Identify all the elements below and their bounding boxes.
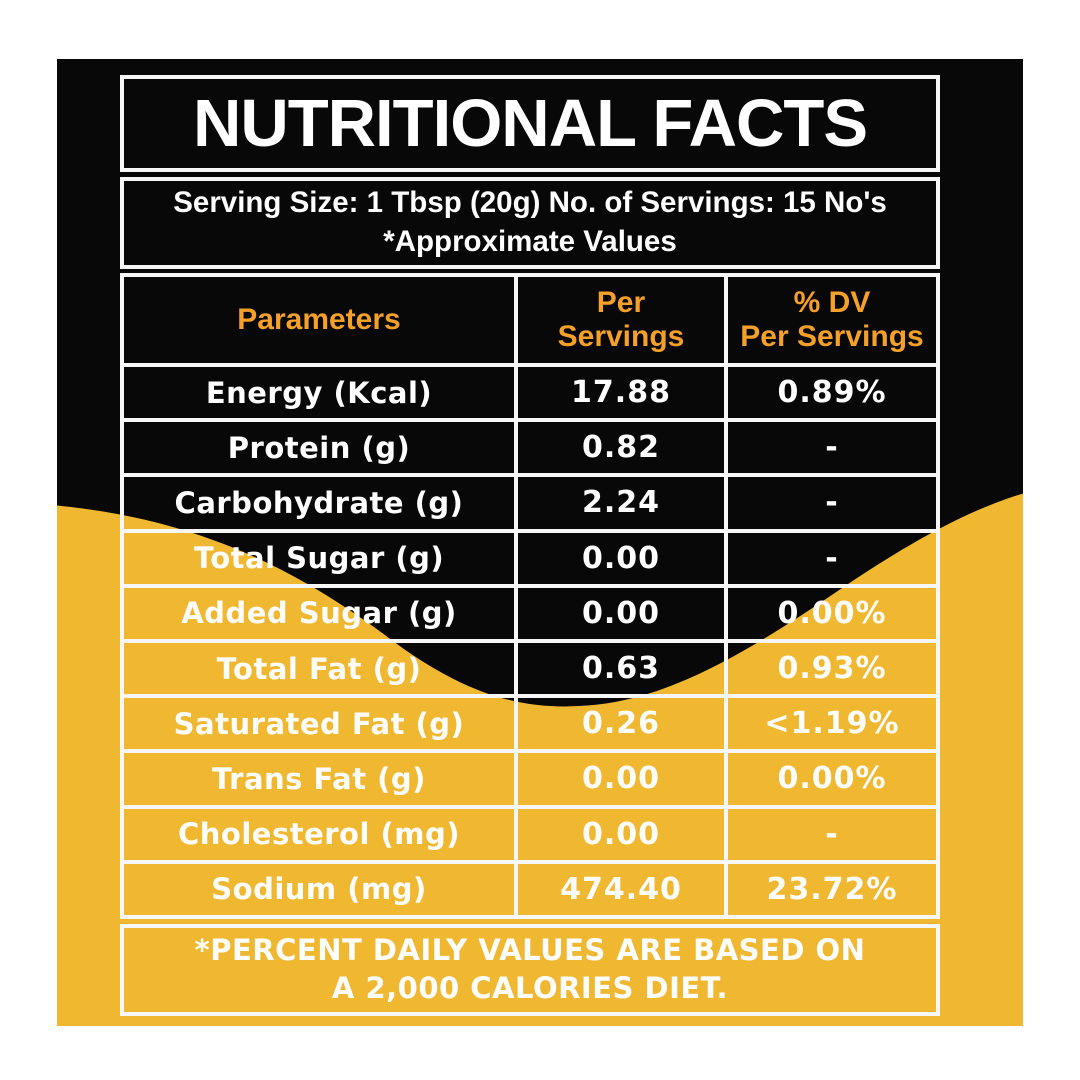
yellow-wave-background [57, 493, 1023, 1026]
row-added-sugar-dv: 0.00% [728, 583, 936, 639]
nutrition-label-card: NUTRITIONAL FACTS Serving Size: 1 Tbsp (… [57, 59, 1023, 1026]
row-sodium-per-serving: 474.40 [518, 859, 728, 915]
daily-values-footnote-box: *PERCENT DAILY VALUES ARE BASED ON A 2,0… [120, 924, 940, 1016]
column-header-dv-per-servings: % DV Per Servings [740, 286, 924, 353]
row-cholesterol-dv: - [728, 804, 936, 860]
column-header-per-servings: Per Servings [518, 277, 728, 363]
row-carbohydrate-dv: - [728, 473, 936, 528]
row-cholesterol-per-serving: 0.00 [518, 804, 728, 860]
page-title: NUTRITIONAL FACTS [192, 86, 868, 161]
row-total-fat-parameter: Total Fat (g) [124, 639, 518, 695]
serving-info-box: Serving Size: 1 Tbsp (20g) No. of Servin… [120, 177, 940, 269]
row-sodium-parameter: Sodium (mg) [124, 859, 518, 915]
row-total-sugar-parameter: Total Sugar (g) [124, 528, 518, 584]
footnote-line-2: A 2,000 CALORIES DIET. [331, 971, 729, 1005]
row-saturated-fat-dv: <1.19% [728, 694, 936, 749]
row-total-sugar-per-serving: 0.00 [518, 528, 728, 584]
row-energy-dv: 0.89% [728, 363, 936, 418]
row-protein-per-serving: 0.82 [518, 418, 728, 474]
row-total-fat-per-serving: 0.63 [518, 639, 728, 695]
row-carbohydrate-parameter: Carbohydrate (g) [124, 473, 518, 529]
row-saturated-fat-per-serving: 0.26 [518, 694, 728, 750]
row-trans-fat-dv: 0.00% [728, 749, 936, 804]
row-energy-per-serving: 17.88 [518, 363, 728, 419]
footnote-line-1: *PERCENT DAILY VALUES ARE BASED ON [194, 933, 866, 968]
row-total-sugar-dv: - [728, 528, 936, 584]
serving-size-text: Serving Size: 1 Tbsp (20g) No. of Servin… [173, 186, 887, 220]
row-added-sugar-parameter: Added Sugar (g) [124, 583, 518, 639]
row-added-sugar-per-serving: 0.00 [518, 583, 728, 639]
row-total-fat-dv: 0.93% [728, 639, 936, 694]
title-box: NUTRITIONAL FACTS [120, 75, 940, 172]
row-energy-parameter: Energy (Kcal) [124, 363, 518, 419]
nutrition-table: Parameters Per Servings % DV Per Serving… [120, 273, 940, 919]
row-trans-fat-per-serving: 0.00 [518, 749, 728, 805]
row-sodium-dv: 23.72% [728, 859, 936, 915]
column-header-parameters: Parameters [124, 277, 518, 363]
row-cholesterol-parameter: Cholesterol (mg) [124, 804, 518, 860]
approximate-values-text: *Approximate Values [383, 225, 677, 258]
row-saturated-fat-parameter: Saturated Fat (g) [124, 694, 518, 750]
label-panel: NUTRITIONAL FACTS Serving Size: 1 Tbsp (… [120, 75, 940, 1016]
row-trans-fat-parameter: Trans Fat (g) [124, 749, 518, 805]
row-protein-dv: - [728, 418, 936, 473]
row-carbohydrate-per-serving: 2.24 [518, 473, 728, 529]
row-protein-parameter: Protein (g) [124, 418, 518, 474]
